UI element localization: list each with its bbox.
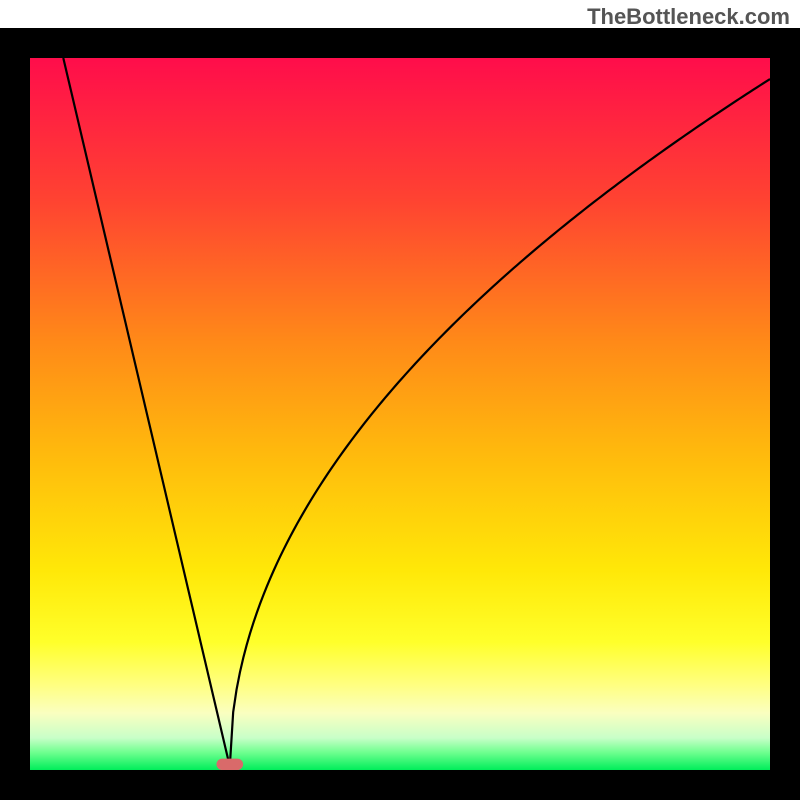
watermark-text: TheBottleneck.com [587,4,790,30]
chart-container: TheBottleneck.com [0,0,800,800]
vertex-marker [216,759,243,770]
bottleneck-chart [0,0,800,800]
